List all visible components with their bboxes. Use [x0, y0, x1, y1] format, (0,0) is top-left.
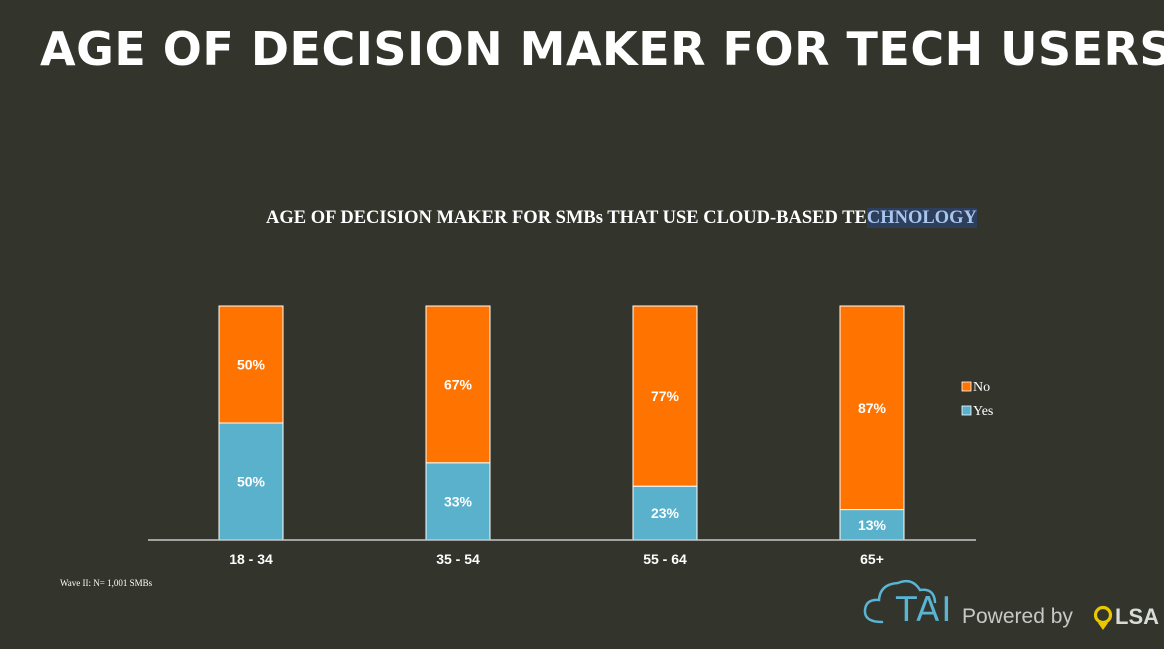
legend-swatch-yes: [961, 405, 972, 416]
x-tick-label-0: 18 - 34: [229, 551, 273, 567]
data-label-yes-2: 23%: [651, 505, 680, 521]
data-label-yes-0: 50%: [237, 474, 266, 490]
chart-title: AGE OF DECISION MAKER FOR SMBs THAT USE …: [266, 208, 977, 229]
brand-tai-text: TAI: [896, 590, 954, 630]
data-label-no-3: 87%: [858, 400, 887, 416]
legend-label-yes: Yes: [973, 404, 993, 419]
cloud-icon: [863, 579, 937, 624]
bar-no-1: [425, 305, 491, 464]
powered-by-text: Powered by: [962, 605, 1073, 628]
x-tick-label-3: 65+: [860, 551, 884, 567]
bar-yes-2: [632, 485, 698, 541]
data-label-yes-3: 13%: [858, 517, 887, 533]
x-tick-label-2: 55 - 64: [643, 551, 687, 567]
bar-no-0: [218, 305, 284, 424]
brand-logo: TAI Powered by LSA: [862, 572, 1159, 634]
bar-no-3: [839, 305, 905, 511]
bar-yes-0: [218, 422, 284, 541]
data-label-no-0: 50%: [237, 357, 266, 373]
bar-no-2: [632, 305, 698, 487]
footnote: Wave II: N= 1,001 SMBs: [60, 578, 153, 588]
lsa-logo-text: LSA: [1115, 604, 1159, 629]
data-label-no-2: 77%: [651, 388, 680, 404]
chart-title-main: AGE OF DECISION MAKER FOR SMBs THAT USE …: [266, 208, 867, 228]
location-pin-icon: [1093, 605, 1113, 630]
legend-swatch-no: [961, 381, 972, 392]
legend-label-no: No: [973, 380, 990, 395]
data-label-no-1: 67%: [444, 376, 473, 392]
bar-yes-1: [425, 462, 491, 541]
x-tick-label-1: 35 - 54: [436, 551, 480, 567]
chart-title-highlight: CHNOLOGY: [866, 208, 977, 228]
data-label-yes-1: 33%: [444, 493, 473, 509]
page-title: AGE OF DECISION MAKER FOR TECH USERS: [40, 22, 1164, 76]
